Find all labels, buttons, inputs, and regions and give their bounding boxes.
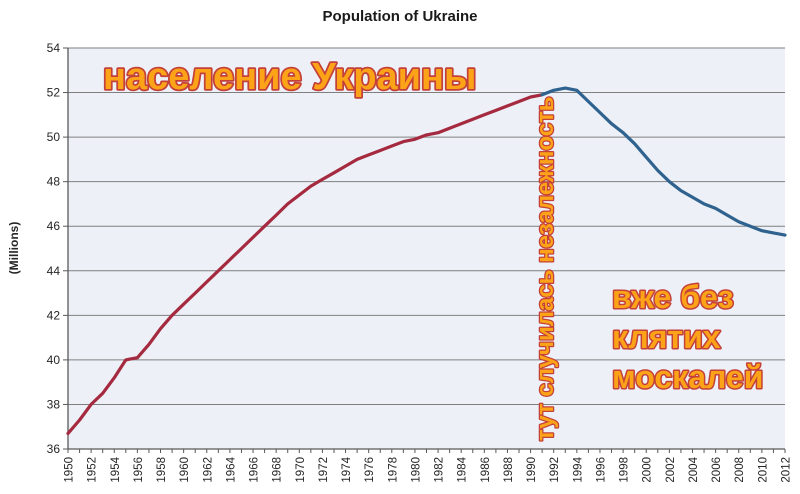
x-tick-label: 1974 [341, 456, 353, 482]
y-tick-label: 46 [47, 219, 61, 233]
annotation-right-line-1: вже без [612, 279, 734, 315]
x-tick-label: 1994 [572, 456, 584, 482]
y-axis-title: (Millions) [7, 222, 21, 275]
y-tick-label: 50 [47, 130, 61, 144]
x-tick-label: 1992 [549, 457, 561, 483]
x-tick-label: 1970 [295, 457, 307, 483]
x-tick-label: 1982 [434, 457, 446, 483]
y-tick-label: 38 [47, 397, 61, 411]
x-tick-label: 1996 [595, 457, 607, 483]
y-tick-label: 52 [47, 86, 61, 100]
y-tick-label: 48 [47, 175, 61, 189]
x-tick-label: 2010 [757, 457, 769, 483]
annotation-right-line-3: москалей [612, 359, 763, 395]
annotation-right-line-2: клятих [612, 319, 721, 355]
x-tick-label: 2002 [665, 457, 677, 483]
chart-title: Population of Ukraine [322, 8, 477, 25]
y-tick-label: 36 [47, 442, 61, 456]
x-tick-label: 2008 [734, 457, 746, 483]
x-tick-label: 1986 [480, 457, 492, 483]
x-tick-label: 2006 [711, 457, 723, 483]
x-tick-label: 1954 [110, 456, 122, 482]
x-tick-label: 1976 [364, 457, 376, 483]
x-tick-label: 1968 [272, 457, 284, 483]
x-tick-label: 1950 [64, 457, 76, 483]
y-tick-label: 54 [47, 41, 61, 55]
y-tick-label: 40 [47, 353, 61, 367]
plot-background [68, 48, 785, 449]
x-tick-label: 1956 [133, 457, 145, 483]
x-tick-label: 1960 [179, 457, 191, 483]
x-tick-label: 1990 [526, 457, 538, 483]
x-tick-label: 1978 [387, 457, 399, 483]
x-tick-label: 1984 [457, 456, 469, 482]
x-tick-label: 2012 [781, 457, 793, 483]
x-tick-label: 1958 [156, 457, 168, 483]
y-tick-label: 42 [47, 308, 61, 322]
plot-area: 36 38 40 42 44 46 48 50 52 54 1950 1952 1954 1956 1958… [47, 41, 793, 483]
x-tick-label: 1966 [249, 457, 261, 483]
annotation-top-left: население Украины [103, 56, 476, 98]
series-line-pre-independence [66, 93, 544, 435]
x-tick-label: 2000 [642, 457, 654, 483]
annotation-vertical-independence: тут случилась незалежность [532, 96, 559, 441]
x-tick-label: 1962 [202, 457, 214, 483]
x-tick-label: 1998 [619, 457, 631, 483]
x-tick-label: 2004 [688, 456, 700, 482]
x-tick-label: 1964 [225, 456, 237, 482]
series-line-post-independence [540, 86, 787, 237]
x-tick-label: 1988 [503, 457, 515, 483]
x-tick-label: 1952 [87, 457, 99, 483]
y-tick-label: 44 [47, 264, 61, 278]
x-tick-label: 1972 [318, 457, 330, 483]
x-tick-label: 1980 [410, 457, 422, 483]
